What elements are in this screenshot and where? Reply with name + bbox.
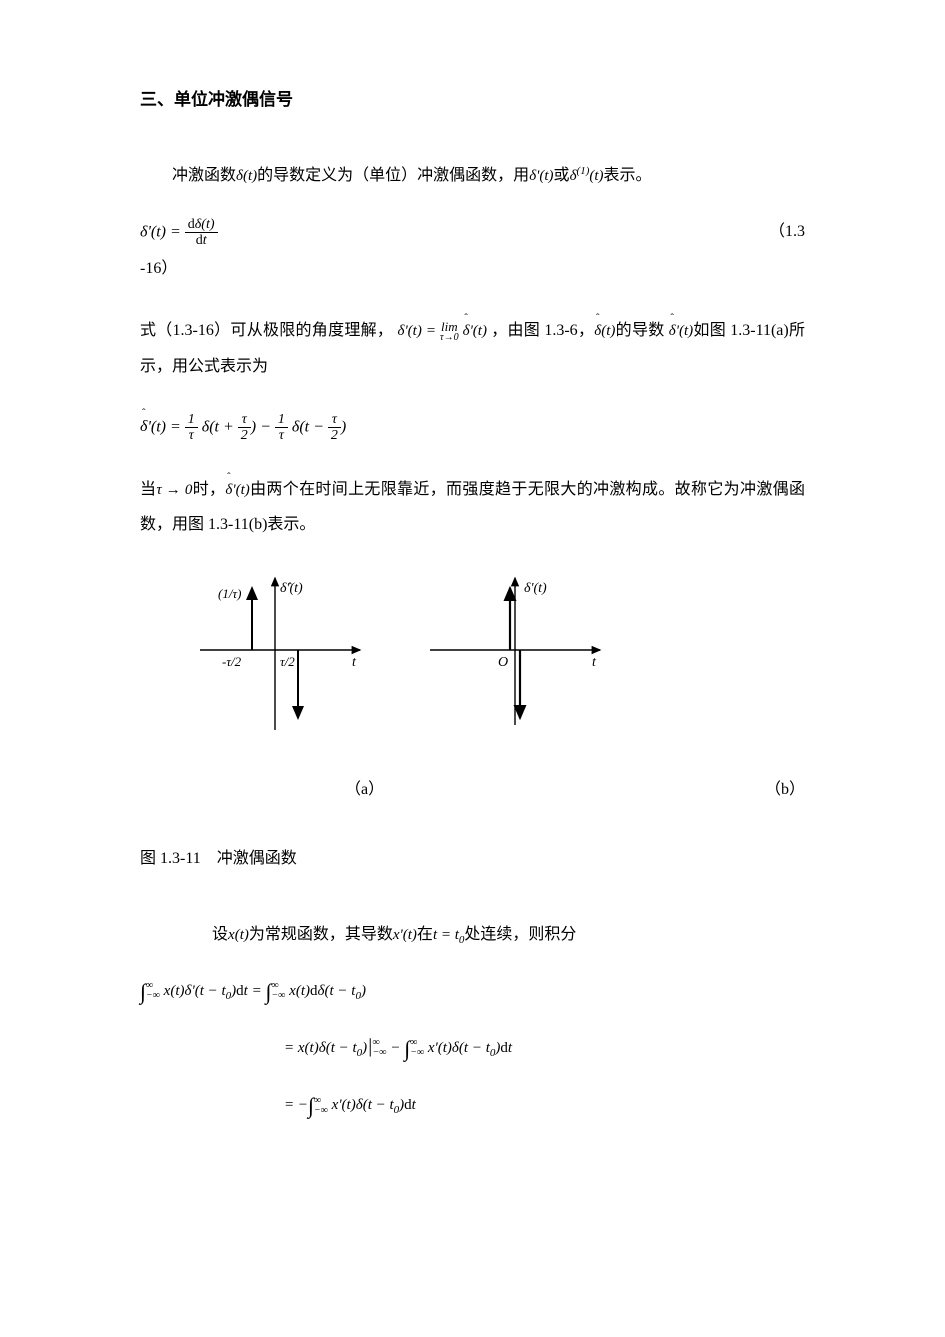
figure-label-a: （a） bbox=[345, 776, 384, 805]
paragraph-3: 当τ → 0时，ˆδ'(t)由两个在时间上无限靠近，而强度趋于无限大的冲激构成。… bbox=[140, 472, 805, 542]
p1-text-d: 表示。 bbox=[604, 167, 652, 184]
figure-caption: 图 1.3-11 冲激偶函数 bbox=[140, 845, 805, 874]
math-delta-sup1-t: δ(1)(t) bbox=[570, 168, 604, 184]
math-t-eq-t0: t = t0 bbox=[433, 927, 464, 943]
p2-text-a: 式（1.3-16）可从极限的角度理解， bbox=[140, 322, 393, 339]
paragraph-1: 冲激函数δ(t)的导数定义为（单位）冲激偶函数，用δ'(t)或δ(1)(t)表示… bbox=[140, 158, 805, 193]
eq-number-cont: -16） bbox=[140, 255, 805, 284]
paragraph-4: 设x(t)为常规函数，其导数x'(t)在t = t0处连续，则积分 bbox=[180, 917, 805, 952]
svg-text:(1/τ): (1/τ) bbox=[218, 586, 241, 601]
figure-label-b: （b） bbox=[765, 776, 805, 805]
math-delta-hat-prime-t: ˆδ'(t) bbox=[669, 323, 693, 339]
svg-text:-τ/2: -τ/2 bbox=[222, 654, 242, 669]
svg-text:t: t bbox=[592, 655, 597, 670]
figure-chart-b: δ'(t) t O bbox=[420, 570, 620, 740]
paragraph-2: 式（1.3-16）可从极限的角度理解， δ'(t) = limτ→0 ˆδ'(t… bbox=[140, 313, 805, 383]
math-x-t: x(t) bbox=[228, 927, 249, 943]
math-delta-t: δ(t) bbox=[236, 168, 257, 184]
math-delta-hat-prime-t-2: ˆδ'(t) bbox=[225, 482, 249, 498]
math-x-prime-t: x'(t) bbox=[393, 927, 417, 943]
p1-text-c: 或 bbox=[554, 167, 570, 184]
p4-text-d: 处连续，则积分 bbox=[464, 926, 576, 943]
multiline-integral-equation: ∫∞−∞ x(t)δ'(t − t0)dt = ∫∞−∞ x(t)dδ(t − … bbox=[140, 963, 805, 1135]
eq-number: （1.3 bbox=[769, 218, 805, 247]
svg-text:δ'(t): δ'(t) bbox=[524, 581, 547, 596]
svg-text:τ/2: τ/2 bbox=[280, 654, 295, 669]
figure-subcaptions: （a） （b） bbox=[140, 776, 805, 805]
figure-caption-text: 冲激偶函数 bbox=[217, 850, 297, 867]
svg-text:δ̂'(t): δ̂'(t) bbox=[280, 581, 303, 596]
p3-text-b: 时， bbox=[192, 481, 225, 498]
math-limit-expr: δ'(t) = limτ→0 ˆδ'(t) bbox=[397, 323, 487, 339]
section-heading: 三、单位冲激偶信号 bbox=[140, 85, 805, 116]
eq-1-3-16-expr: δ'(t) = dδ(t)dt bbox=[140, 217, 218, 249]
formula-delta-hat-prime: ˆδ'(t) = 1τ δ(t + τ2) − 1τ δ(t − τ2) bbox=[140, 412, 805, 444]
p4-text-a: 设 bbox=[212, 926, 228, 943]
p2-text-b: ，由图 1.3-6， bbox=[491, 322, 594, 339]
svg-text:O: O bbox=[498, 655, 508, 670]
figure-1-3-11: (1/τ) δ̂'(t) t -τ/2 τ/2 δ'(t) t O （a） （b… bbox=[140, 570, 805, 805]
eq-line-2: = x(t)δ(t − t0)|∞−∞ − ∫∞−∞ x'(t)δ(t − t0… bbox=[140, 1020, 805, 1077]
eq-line-3: = −∫∞−∞ x'(t)δ(t − t0)dt bbox=[140, 1077, 805, 1134]
equation-1-3-16: δ'(t) = dδ(t)dt （1.3 bbox=[140, 217, 805, 249]
svg-text:t: t bbox=[352, 655, 357, 670]
math-delta-hat-t: ˆδ(t) bbox=[594, 323, 615, 339]
figure-caption-prefix: 图 1.3-11 bbox=[140, 850, 201, 867]
eq-line-1: ∫∞−∞ x(t)δ'(t − t0)dt = ∫∞−∞ x(t)dδ(t − … bbox=[140, 963, 805, 1020]
p1-text-a: 冲激函数 bbox=[172, 167, 236, 184]
section-title-text: 单位冲激偶信号 bbox=[174, 90, 293, 109]
p4-text-c: 在 bbox=[417, 926, 433, 943]
section-number: 三、 bbox=[140, 90, 174, 109]
p1-text-b: 的导数定义为（单位）冲激偶函数，用 bbox=[257, 167, 529, 184]
p3-text-a: 当 bbox=[140, 481, 156, 498]
p2-text-c: 的导数 bbox=[615, 322, 664, 339]
p4-text-b: 为常规函数，其导数 bbox=[249, 926, 393, 943]
math-delta-prime-t: δ'(t) bbox=[529, 168, 553, 184]
figure-chart-a: (1/τ) δ̂'(t) t -τ/2 τ/2 bbox=[180, 570, 380, 740]
math-tau-to-0: τ → 0 bbox=[156, 482, 192, 498]
